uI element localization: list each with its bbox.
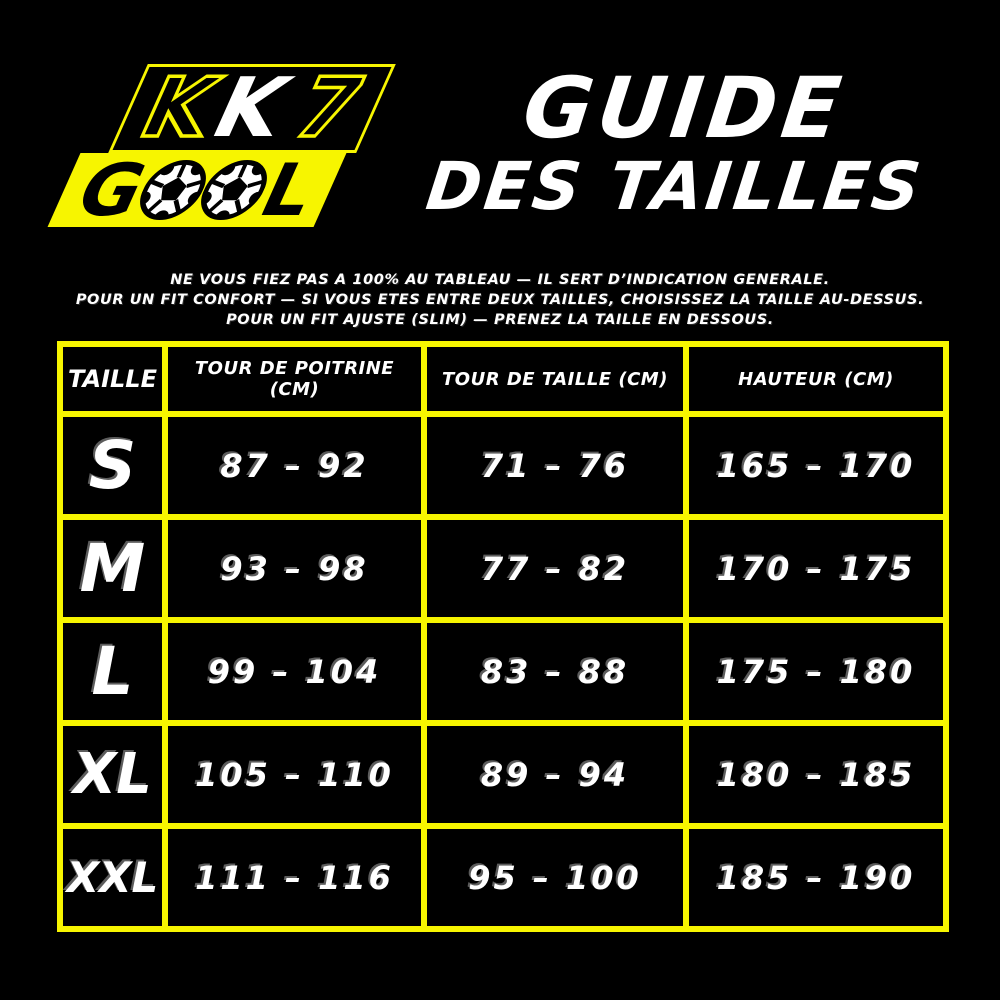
chest-range: 111 – 116	[162, 823, 427, 932]
disclaimer-line-3: POUR UN FIT AJUSTE (SLIM) — PRENEZ LA TA…	[226, 312, 774, 328]
size-label: XL	[57, 720, 168, 829]
height-range: 175 – 180	[683, 617, 949, 726]
chest-range: 87 – 92	[162, 411, 427, 520]
waist-range: 95 – 100	[421, 823, 689, 932]
table-header-row: TAILLE TOUR DE POITRINE (CM) TOUR DE TAI…	[57, 341, 949, 417]
kkgool-logo: K K 7 G L	[0, 0, 430, 250]
waist-range: 89 – 94	[421, 720, 689, 829]
chest-range: 93 – 98	[162, 514, 427, 623]
height-range: 185 – 190	[683, 823, 949, 932]
table-row-xxl: XXL 111 – 116 95 – 100 185 – 190	[57, 823, 949, 932]
height-range: 165 – 170	[683, 411, 949, 520]
page-title-line2: DES TAILLES	[422, 148, 928, 225]
table-row-xl: XL 105 – 110 89 – 94 180 – 185	[57, 720, 949, 829]
header-tour-de-taille: TOUR DE TAILLE (CM)	[421, 341, 689, 417]
disclaimer-text: NE VOUS FIEZ PAS A 100% AU TABLEAU — IL …	[0, 270, 1000, 330]
size-table: TAILLE TOUR DE POITRINE (CM) TOUR DE TAI…	[57, 341, 949, 932]
page-title-line1: GUIDE	[518, 59, 851, 157]
header-hauteur: HAUTEUR (CM)	[683, 341, 949, 417]
table-row-s: S 87 – 92 71 – 76 165 – 170	[57, 411, 949, 520]
size-label: L	[57, 617, 168, 726]
size-label: M	[57, 514, 168, 623]
height-range: 170 – 175	[683, 514, 949, 623]
logo-gool-bar: G L	[47, 148, 347, 232]
waist-range: 71 – 76	[421, 411, 689, 520]
header-tour-de-poitrine: TOUR DE POITRINE (CM)	[162, 341, 427, 417]
page-title: GUIDE DES TAILLES	[415, 59, 944, 225]
chest-range: 105 – 110	[162, 720, 427, 829]
table-row-l: L 99 – 104 83 – 88 175 – 180	[57, 617, 949, 726]
size-label: S	[57, 411, 168, 520]
header-taille: TAILLE	[57, 341, 168, 417]
chest-range: 99 – 104	[162, 617, 427, 726]
waist-range: 77 – 82	[421, 514, 689, 623]
waist-range: 83 – 88	[421, 617, 689, 726]
logo-number-seven: 7	[277, 59, 380, 158]
disclaimer-line-1: NE VOUS FIEZ PAS A 100% AU TABLEAU — IL …	[170, 272, 830, 288]
logo-top-bar: K K 7	[108, 59, 396, 158]
size-label: XXL	[57, 823, 168, 932]
table-row-m: M 93 – 98 77 – 82 170 – 175	[57, 514, 949, 623]
height-range: 180 – 185	[683, 720, 949, 829]
disclaimer-line-2: POUR UN FIT CONFORT — SI VOUS ETES ENTRE…	[75, 292, 925, 308]
